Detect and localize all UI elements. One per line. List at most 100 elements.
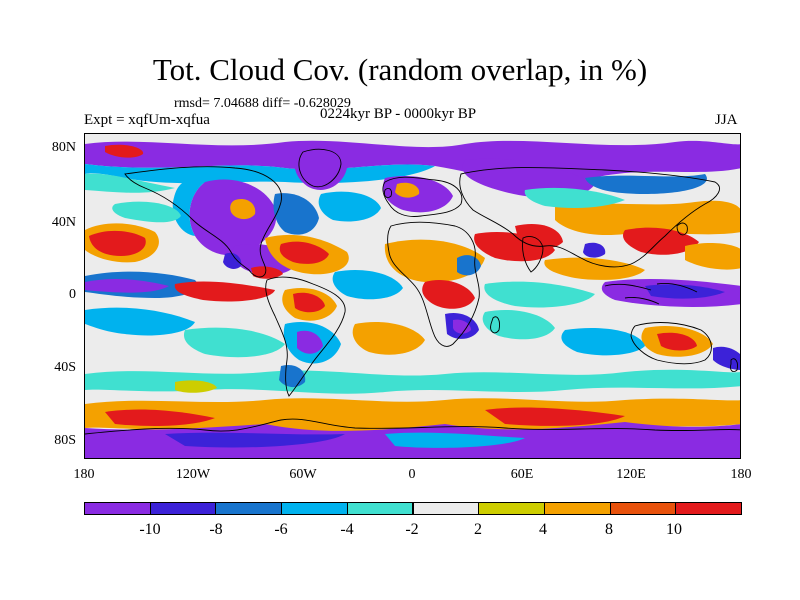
colorbar-label: 10: [666, 521, 682, 538]
lat-label-80s: 80S: [54, 433, 76, 448]
australia-coast: [630, 322, 712, 365]
colorbar-label: -4: [340, 521, 354, 538]
antarctic-red-west: [105, 409, 215, 426]
lon-label-180-west: 180: [73, 467, 95, 482]
south-indian-cyan: [561, 327, 645, 356]
antarctic-red-east: [485, 407, 625, 426]
southern-hemisphere-anomalies: [85, 307, 740, 394]
greenland-coast: [298, 148, 342, 188]
antarctic-blue: [165, 432, 345, 448]
north-atlantic-blue: [273, 193, 319, 235]
period-label: 0224kyr BP - 0000kyr BP: [320, 106, 477, 122]
colorbar-label: 8: [605, 521, 613, 538]
lon-label-120w: 120W: [175, 467, 211, 482]
colorbar-label: 4: [539, 521, 547, 538]
asia-coast: [459, 167, 720, 268]
colorbar-swatch: [478, 502, 545, 515]
north-pacific-red: [89, 230, 146, 256]
britain-coast: [384, 187, 392, 199]
colorbar-swatch: [346, 502, 414, 515]
arctic-turquoise-edge: [85, 173, 175, 193]
southern-ocean-yellow: [175, 380, 217, 393]
colorbar-label: -8: [209, 521, 223, 538]
south-atlantic-orange: [352, 321, 425, 355]
lon-label-120e: 120E: [616, 467, 646, 482]
mid-atlantic-red: [279, 241, 329, 264]
statistics-text: rmsd= 7.04688 diff= -0.628029: [174, 96, 351, 111]
lat-label-40s: 40S: [54, 360, 76, 375]
asia-teal-band: [524, 187, 625, 208]
lat-label-80n: 80N: [51, 140, 76, 155]
lon-label-0: 0: [408, 467, 416, 482]
lat-label-40n: 40N: [51, 215, 76, 230]
antarctic-anomaly-band: [85, 398, 740, 458]
north-america-blue-ring: [172, 176, 205, 236]
india-coast: [522, 236, 544, 273]
madagascar-teal: [482, 309, 555, 340]
lon-label-180-east: 180: [730, 467, 752, 482]
north-pacific-teal: [112, 201, 181, 223]
colorbar-swatch: [149, 502, 217, 515]
caribbean-red: [251, 266, 283, 279]
colorbar-swatch: [609, 502, 677, 515]
australia-red: [657, 332, 697, 351]
indonesia-coast: [604, 283, 698, 305]
colorbar-label: -2: [405, 521, 419, 538]
north-america-purple: [189, 179, 277, 256]
tasman-blue: [713, 346, 740, 370]
colorbar-swatch: [281, 502, 348, 515]
eurasia-anomalies: [265, 176, 740, 283]
japan-coast: [676, 222, 688, 236]
india-red: [515, 223, 563, 249]
north-atlantic-cyan: [318, 191, 381, 222]
west-pacific-orange: [544, 257, 645, 280]
south-pacific-cyan: [85, 307, 195, 336]
south-america-coast: [265, 276, 346, 397]
lat-label-0: 0: [69, 287, 76, 302]
experiment-label: Expt = xqfUm-xqfua: [84, 112, 210, 128]
europe-orange: [395, 182, 420, 198]
colorbar-label: -6: [274, 521, 288, 538]
lon-label-60w: 60W: [289, 467, 317, 482]
lon-label-60e: 60E: [510, 467, 534, 482]
colorbar-swatch: [215, 502, 283, 515]
maritime-continent-blue: [645, 284, 725, 299]
coastlines: [85, 148, 740, 435]
new-zealand-coast: [730, 358, 738, 373]
colorbar-swatch: [543, 502, 611, 515]
south-pacific-turquoise: [183, 327, 285, 358]
north-hemisphere-anomalies: [85, 176, 319, 279]
cloud-cover-difference-map: [84, 133, 741, 459]
tibet-blue: [583, 242, 606, 258]
europe-coast: [382, 176, 463, 217]
southern-africa-purple: [453, 319, 471, 334]
north-america-coast: [124, 166, 282, 278]
indian-ocean-teal: [484, 281, 595, 308]
africa-coast: [387, 221, 480, 347]
colorbar-swatch: [675, 502, 742, 515]
amazon-red: [293, 292, 325, 313]
madagascar-coast: [490, 316, 500, 334]
arctic-negative-region: [85, 140, 740, 185]
antarctica-coast: [85, 418, 740, 435]
greenland-purple: [294, 147, 348, 190]
equatorial-pacific-purple: [85, 279, 169, 293]
east-siberia-blue: [585, 174, 707, 194]
labrador-orange: [230, 198, 256, 220]
equatorial-anomalies: [85, 257, 740, 321]
colorbar-label: -10: [139, 521, 161, 538]
pacific-west-orange: [685, 243, 740, 270]
atlantic-eq-blue: [332, 269, 403, 300]
colorbar-swatch: [84, 502, 151, 515]
arctic-red-patch: [105, 144, 144, 158]
season-label: JJA: [715, 112, 738, 128]
south-america-purple: [297, 330, 323, 354]
africa-eq-red: [422, 279, 475, 309]
antarctic-cyan-patch: [385, 432, 525, 448]
gulf-blue: [223, 252, 242, 269]
colorbar-label: 2: [474, 521, 482, 538]
asia-orange-band: [555, 200, 740, 235]
map-title: Tot. Cloud Cov. (random overlap, in %): [152, 52, 648, 87]
southern-ocean-turquoise: [85, 369, 740, 394]
colorbar-swatch: [412, 502, 480, 515]
